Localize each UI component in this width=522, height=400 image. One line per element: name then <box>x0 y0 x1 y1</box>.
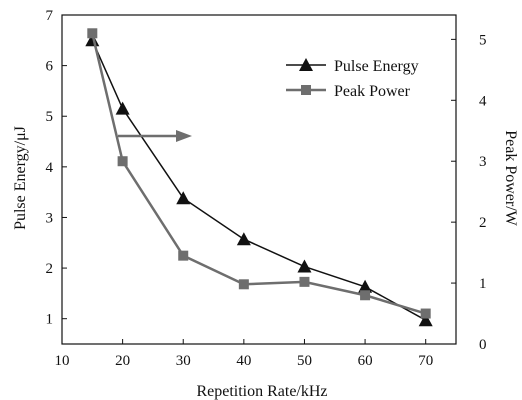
x-tick-label: 60 <box>358 353 373 369</box>
x-tick-label: 20 <box>115 353 130 369</box>
x-axis: 10 20 30 40 50 60 70 <box>55 339 433 369</box>
x-tick-label: 50 <box>297 353 312 369</box>
data-point-pulse-energy <box>358 279 373 293</box>
y2-tick-label: 4 <box>479 93 487 109</box>
x-tick-label: 40 <box>236 353 251 369</box>
y-tick-label: 6 <box>46 59 54 75</box>
y2-tick-label: 5 <box>479 32 487 48</box>
data-point-peak-power <box>420 308 431 319</box>
y-axis-title: Pulse Energy/μJ <box>12 126 29 230</box>
data-point-pulse-energy <box>297 259 312 273</box>
data-point-pulse-energy <box>418 313 433 327</box>
legend-item-peak-power: Peak Power <box>286 83 411 100</box>
data-point-peak-power <box>299 276 310 287</box>
data-point-peak-power <box>87 28 98 39</box>
y2-tick-label: 0 <box>479 337 487 353</box>
y-tick-label: 1 <box>46 312 54 328</box>
y-axis-left: 1 2 3 4 5 6 7 <box>46 8 67 328</box>
x-tick-label: 30 <box>176 353 191 369</box>
annotation-arrow <box>118 130 192 142</box>
y-tick-label: 3 <box>46 210 54 226</box>
data-point-peak-power <box>238 279 249 290</box>
arrow-head <box>176 130 192 142</box>
legend-marker-triangle <box>299 58 313 71</box>
data-point-pulse-energy <box>176 191 191 205</box>
y-tick-label: 5 <box>46 109 54 125</box>
legend: Pulse Energy Peak Power <box>286 58 419 100</box>
plot-area-border <box>61 14 457 345</box>
y-axis-right: 0 1 2 3 4 5 <box>451 32 487 353</box>
x-axis-title: Repetition Rate/kHz <box>196 383 327 400</box>
y-tick-label: 7 <box>46 8 54 24</box>
y-tick-label: 2 <box>46 261 54 277</box>
legend-label-peak-power: Peak Power <box>334 83 411 100</box>
x-tick-label: 70 <box>418 353 433 369</box>
legend-item-pulse-energy: Pulse Energy <box>286 58 419 75</box>
series-layer <box>85 28 433 327</box>
y2-tick-label: 3 <box>479 154 487 170</box>
y-tick-label: 4 <box>46 160 54 176</box>
data-point-peak-power <box>178 250 189 261</box>
legend-label-pulse-energy: Pulse Energy <box>334 58 419 75</box>
series-line-peak-power <box>91 32 427 315</box>
data-point-pulse-energy <box>115 101 130 115</box>
data-point-peak-power <box>117 156 128 167</box>
y2-tick-label: 1 <box>479 276 487 292</box>
y2-axis-title: Peak Power/W <box>502 130 519 226</box>
legend-marker-square <box>301 85 311 95</box>
plot-frame <box>61 14 457 345</box>
data-point-peak-power <box>360 290 371 301</box>
x-tick-label: 10 <box>55 353 70 369</box>
data-point-pulse-energy <box>236 232 251 246</box>
y2-tick-label: 2 <box>479 215 487 231</box>
